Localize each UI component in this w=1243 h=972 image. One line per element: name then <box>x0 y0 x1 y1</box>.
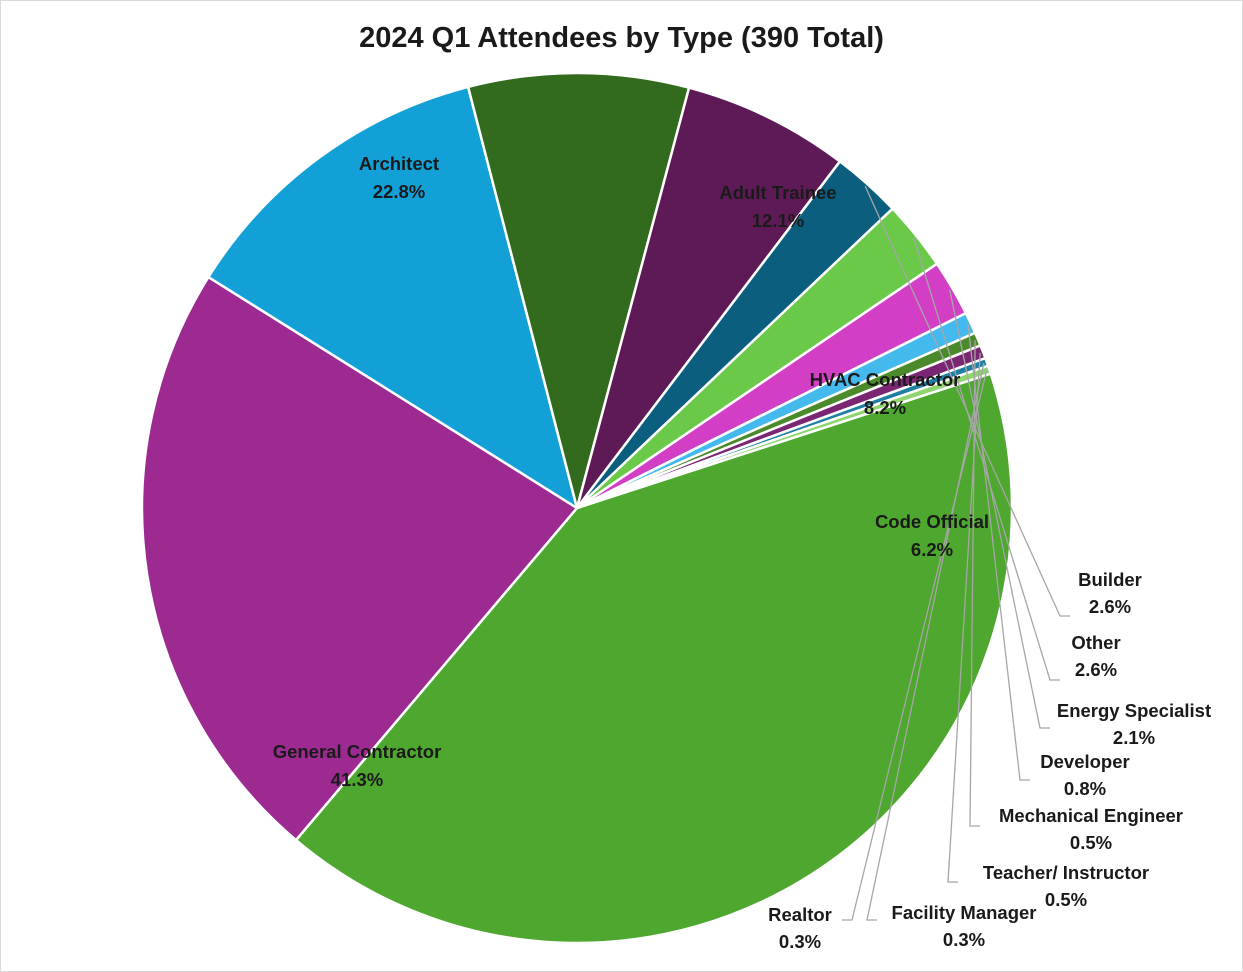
slice-label-mechanical-engineer: Mechanical Engineer <box>999 805 1183 826</box>
chart-title: 2024 Q1 Attendees by Type (390 Total) <box>359 22 884 54</box>
slice-value-teacher-instructor: 0.5% <box>1045 889 1087 910</box>
slice-value-developer: 0.8% <box>1064 778 1106 799</box>
slice-value-architect: 22.8% <box>373 181 425 202</box>
pie-slice-code-official <box>575 86 842 510</box>
leader-line-teacher-instructor <box>947 352 981 883</box>
leader-line-mechanical-engineer <box>969 340 980 827</box>
slice-label-other: Other <box>1071 632 1120 653</box>
slice-label-facility-manager: Facility Manager <box>892 902 1037 923</box>
leader-line-other <box>912 237 1060 681</box>
slice-label-architect: Architect <box>359 153 439 174</box>
slice-label-code-official: Code Official <box>875 511 989 532</box>
leader-line-realtor <box>842 370 988 921</box>
slice-label-developer: Developer <box>1040 751 1129 772</box>
slice-value-adult-trainee: 12.1% <box>752 210 804 231</box>
slice-value-hvac-contractor: 8.2% <box>864 397 906 418</box>
slice-label-energy-specialist: Energy Specialist <box>1057 700 1211 721</box>
slice-value-builder: 2.6% <box>1089 596 1131 617</box>
slice-label-builder: Builder <box>1078 569 1142 590</box>
pie-slice-hvac-contractor <box>466 71 691 510</box>
pie-slice-general-contractor <box>294 372 1014 945</box>
slice-value-mechanical-engineer: 0.5% <box>1070 832 1112 853</box>
slice-value-code-official: 6.2% <box>911 539 953 560</box>
leader-line-energy-specialist <box>949 289 1050 729</box>
slice-value-realtor: 0.3% <box>779 931 821 952</box>
slice-label-teacher-instructor: Teacher/ Instructor <box>983 862 1149 883</box>
slice-label-hvac-contractor: HVAC Contractor <box>810 369 961 390</box>
slice-label-realtor: Realtor <box>768 904 832 925</box>
pie-slice-adult-trainee <box>207 85 579 510</box>
slice-value-facility-manager: 0.3% <box>943 929 985 950</box>
slice-label-adult-trainee: Adult Trainee <box>719 182 836 203</box>
leader-line-developer <box>967 324 1030 781</box>
slice-value-other: 2.6% <box>1075 659 1117 680</box>
slice-value-energy-specialist: 2.1% <box>1113 727 1155 748</box>
leader-line-builder <box>864 185 1070 617</box>
slice-value-general-contractor: 41.3% <box>331 769 383 790</box>
pie-slice-realtor <box>575 364 992 510</box>
pie-slice-architect <box>140 275 579 842</box>
leader-line-facility-manager <box>866 362 985 921</box>
slice-label-general-contractor: General Contractor <box>273 741 442 762</box>
